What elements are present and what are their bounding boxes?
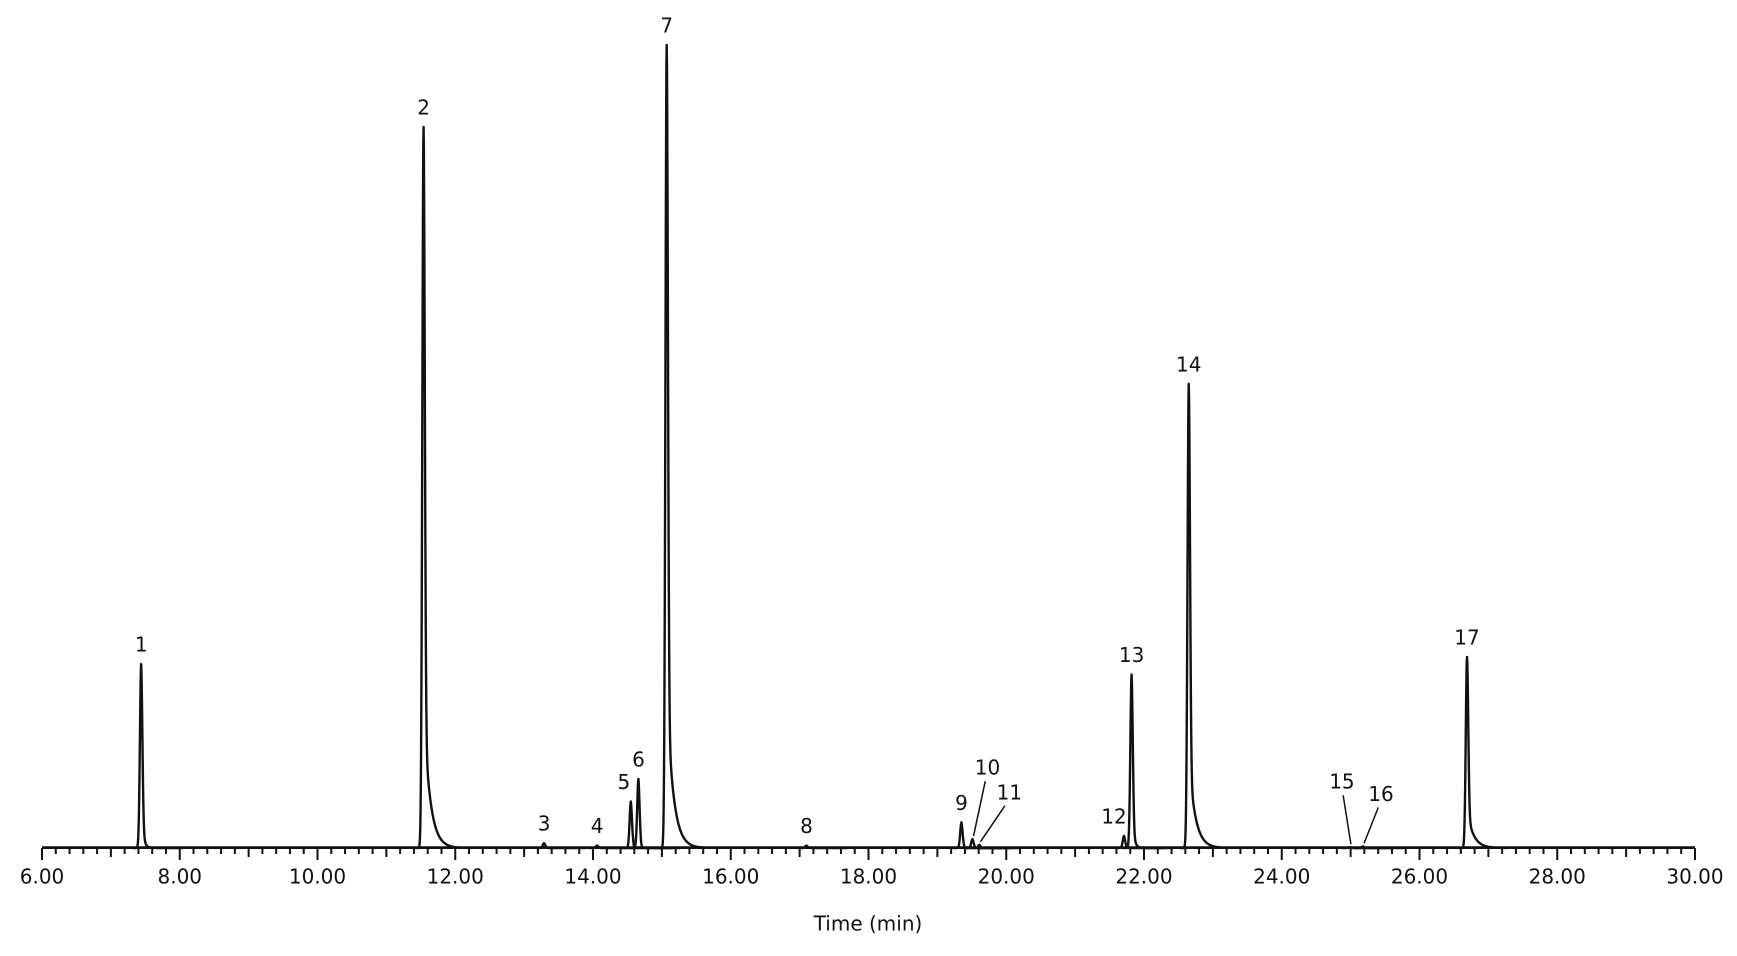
peak	[414, 125, 466, 850]
peak	[1179, 382, 1231, 850]
x-tick-label: 20.00	[978, 865, 1035, 889]
peak-label: 11	[997, 780, 1022, 804]
x-tick-label: 8.00	[157, 865, 202, 889]
peak	[629, 777, 681, 850]
peak-label: 7	[660, 14, 673, 38]
peak-label: 13	[1119, 643, 1144, 667]
x-tick-label: 18.00	[840, 865, 897, 889]
peak-label: 9	[955, 791, 968, 815]
leader-line	[1363, 807, 1380, 844]
x-axis-title: Time (min)	[813, 912, 923, 936]
peak	[534, 841, 587, 850]
peak-label: 3	[538, 812, 551, 836]
x-tick-label: 12.00	[427, 865, 484, 889]
peak	[1114, 834, 1166, 850]
peak	[131, 662, 184, 850]
leader-line	[1342, 795, 1352, 845]
peak	[657, 43, 709, 850]
peak	[1122, 673, 1174, 850]
peak-label: 16	[1368, 782, 1393, 806]
peak	[1353, 845, 1405, 850]
x-tick-label: 14.00	[564, 865, 621, 889]
peak-label: 12	[1101, 804, 1126, 828]
leader-line	[972, 781, 986, 837]
x-tick-label: 16.00	[702, 865, 759, 889]
x-tick-label: 28.00	[1529, 865, 1586, 889]
peak-label: 14	[1176, 352, 1201, 376]
x-tick-label: 22.00	[1115, 865, 1172, 889]
leader-line	[979, 805, 1006, 843]
x-tick-label: 10.00	[289, 865, 346, 889]
x-tick-label: 30.00	[1666, 865, 1723, 889]
peak	[1457, 655, 1509, 850]
x-tick-label: 24.00	[1253, 865, 1310, 889]
x-tick-label: 6.00	[20, 865, 65, 889]
peak-label: 8	[800, 814, 813, 838]
peak-label: 4	[591, 814, 604, 838]
peak-label: 5	[618, 770, 631, 794]
peak-label: 2	[417, 95, 430, 119]
peak	[970, 843, 1022, 850]
x-tick-label: 26.00	[1391, 865, 1448, 889]
peak-label: 1	[135, 633, 148, 657]
peak-label: 6	[632, 747, 645, 771]
peak-label: 15	[1329, 770, 1354, 794]
peak-label: 17	[1454, 625, 1479, 649]
peak	[797, 844, 849, 850]
peak	[952, 821, 1004, 850]
peak-label: 10	[975, 756, 1000, 780]
